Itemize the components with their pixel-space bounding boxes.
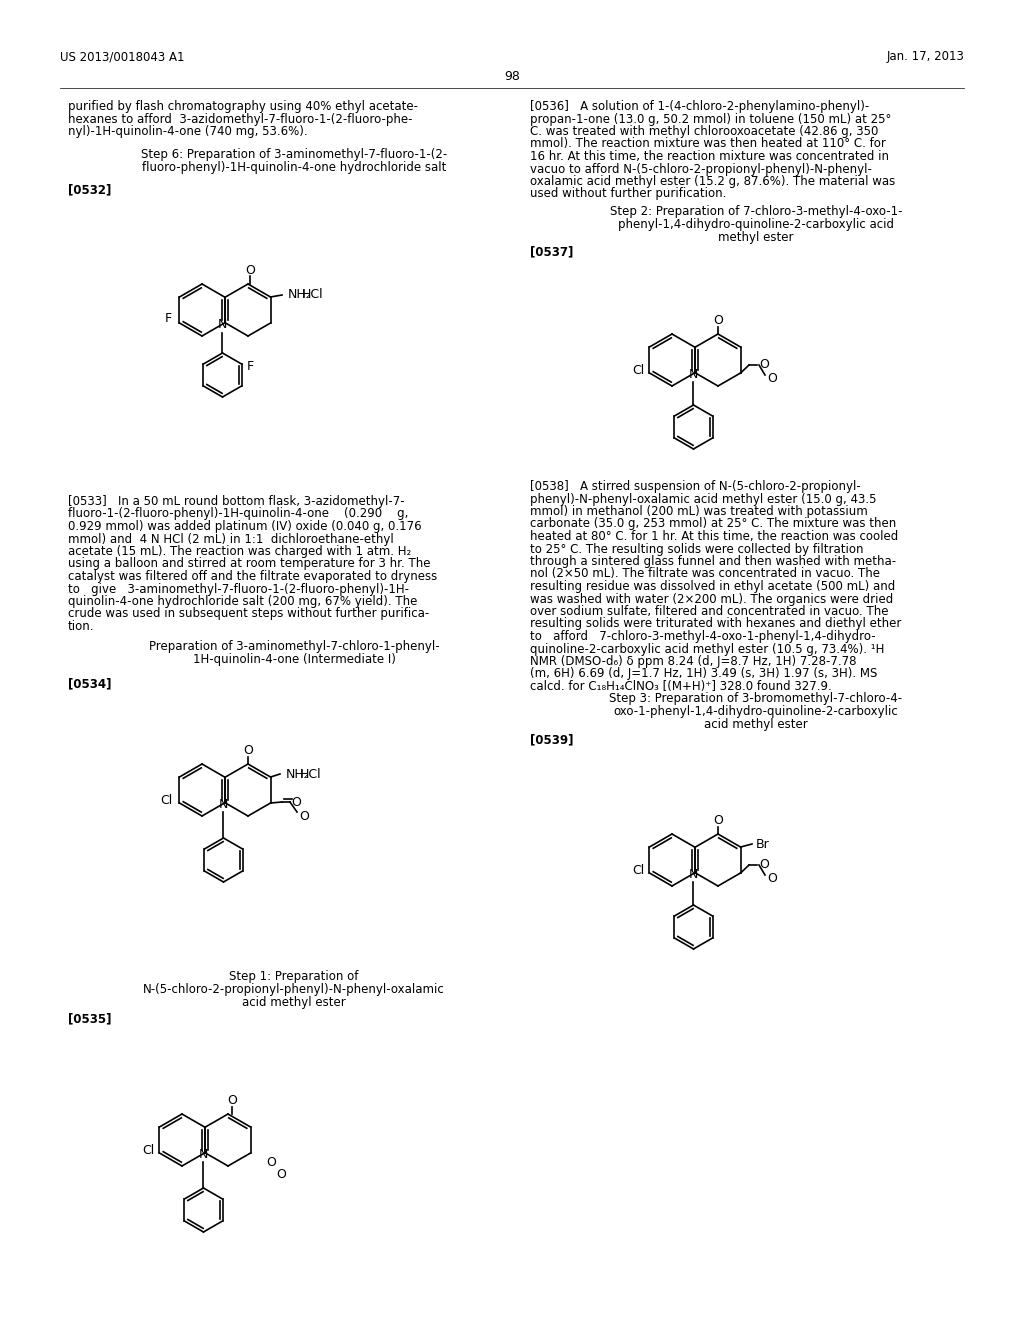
Text: N: N [218,318,227,331]
Text: over sodium sulfate, filtered and concentrated in vacuo. The: over sodium sulfate, filtered and concen… [530,605,889,618]
Text: resulting solids were triturated with hexanes and diethyl ether: resulting solids were triturated with he… [530,618,901,631]
Text: NH₂: NH₂ [286,767,309,780]
Text: HCl: HCl [300,767,322,780]
Text: HCl: HCl [302,289,324,301]
Text: Step 2: Preparation of 7-chloro-3-methyl-4-oxo-1-: Step 2: Preparation of 7-chloro-3-methyl… [609,205,902,218]
Text: quinolin-4-one hydrochloride salt (200 mg, 67% yield). The: quinolin-4-one hydrochloride salt (200 m… [68,595,418,609]
Text: NH₂: NH₂ [288,289,311,301]
Text: phenyl-1,4-dihydro-quinoline-2-carboxylic acid: phenyl-1,4-dihydro-quinoline-2-carboxyli… [618,218,894,231]
Text: quinoline-2-carboxylic acid methyl ester (10.5 g, 73.4%). ¹H: quinoline-2-carboxylic acid methyl ester… [530,643,885,656]
Text: NMR (DMSO-d₆) δ ppm 8.24 (d, J=8.7 Hz, 1H) 7.28-7.78: NMR (DMSO-d₆) δ ppm 8.24 (d, J=8.7 Hz, 1… [530,655,856,668]
Text: hexanes to afford  3-azidomethyl-7-fluoro-1-(2-fluoro-phe-: hexanes to afford 3-azidomethyl-7-fluoro… [68,112,413,125]
Text: mmol) and  4 N HCl (2 mL) in 1:1  dichloroethane-ethyl: mmol) and 4 N HCl (2 mL) in 1:1 dichloro… [68,532,394,545]
Text: [0539]: [0539] [530,733,573,746]
Text: Step 3: Preparation of 3-bromomethyl-7-chloro-4-: Step 3: Preparation of 3-bromomethyl-7-c… [609,692,902,705]
Text: [0532]: [0532] [68,183,112,195]
Text: acid methyl ester: acid methyl ester [242,997,346,1008]
Text: mmol). The reaction mixture was then heated at 110° C. for: mmol). The reaction mixture was then hea… [530,137,886,150]
Text: O: O [276,1167,286,1180]
Text: carbonate (35.0 g, 253 mmol) at 25° C. The mixture was then: carbonate (35.0 g, 253 mmol) at 25° C. T… [530,517,896,531]
Text: Cl: Cl [160,793,172,807]
Text: to   afford   7-chloro-3-methyl-4-oxo-1-phenyl-1,4-dihydro-: to afford 7-chloro-3-methyl-4-oxo-1-phen… [530,630,876,643]
Text: Step 6: Preparation of 3-aminomethyl-7-fluoro-1-(2-: Step 6: Preparation of 3-aminomethyl-7-f… [141,148,447,161]
Text: oxalamic acid methyl ester (15.2 g, 87.6%). The material was: oxalamic acid methyl ester (15.2 g, 87.6… [530,176,895,187]
Text: O: O [299,810,309,824]
Text: O: O [767,873,777,886]
Text: acid methyl ester: acid methyl ester [705,718,808,731]
Text: methyl ester: methyl ester [718,231,794,244]
Text: using a balloon and stirred at room temperature for 3 hr. The: using a balloon and stirred at room temp… [68,557,430,570]
Text: Cl: Cl [632,863,644,876]
Text: [0537]: [0537] [530,246,573,257]
Text: fluoro-1-(2-fluoro-phenyl)-1H-quinolin-4-one    (0.290    g,: fluoro-1-(2-fluoro-phenyl)-1H-quinolin-4… [68,507,409,520]
Text: propan-1-one (13.0 g, 50.2 mmol) in toluene (150 mL) at 25°: propan-1-one (13.0 g, 50.2 mmol) in tolu… [530,112,891,125]
Text: O: O [767,372,777,385]
Text: 0.929 mmol) was added platinum (IV) oxide (0.040 g, 0.176: 0.929 mmol) was added platinum (IV) oxid… [68,520,422,533]
Text: catalyst was filtered off and the filtrate evaporated to dryness: catalyst was filtered off and the filtra… [68,570,437,583]
Text: nol (2×50 mL). The filtrate was concentrated in vacuo. The: nol (2×50 mL). The filtrate was concentr… [530,568,880,581]
Text: [0533]   In a 50 mL round bottom flask, 3-azidomethyl-7-: [0533] In a 50 mL round bottom flask, 3-… [68,495,404,508]
Text: through a sintered glass funnel and then washed with metha-: through a sintered glass funnel and then… [530,554,896,568]
Text: 16 hr. At this time, the reaction mixture was concentrated in: 16 hr. At this time, the reaction mixtur… [530,150,889,162]
Text: O: O [245,264,255,276]
Text: acetate (15 mL). The reaction was charged with 1 atm. H₂: acetate (15 mL). The reaction was charge… [68,545,412,558]
Text: O: O [759,359,769,371]
Text: F: F [165,312,172,325]
Text: to 25° C. The resulting solids were collected by filtration: to 25° C. The resulting solids were coll… [530,543,863,556]
Text: Cl: Cl [142,1143,155,1156]
Text: Br: Br [756,837,770,850]
Text: to   give   3-aminomethyl-7-fluoro-1-(2-fluoro-phenyl)-1H-: to give 3-aminomethyl-7-fluoro-1-(2-fluo… [68,582,409,595]
Text: oxo-1-phenyl-1,4-dihydro-quinoline-2-carboxylic: oxo-1-phenyl-1,4-dihydro-quinoline-2-car… [613,705,898,718]
Text: nyl)-1H-quinolin-4-one (740 mg, 53.6%).: nyl)-1H-quinolin-4-one (740 mg, 53.6%). [68,125,307,139]
Text: Step 1: Preparation of: Step 1: Preparation of [229,970,358,983]
Text: Cl: Cl [632,363,644,376]
Text: fluoro-phenyl)-1H-quinolin-4-one hydrochloride salt: fluoro-phenyl)-1H-quinolin-4-one hydroch… [141,161,446,174]
Text: 98: 98 [504,70,520,83]
Text: phenyl)-N-phenyl-oxalamic acid methyl ester (15.0 g, 43.5: phenyl)-N-phenyl-oxalamic acid methyl es… [530,492,877,506]
Text: N: N [219,799,228,812]
Text: [0538]   A stirred suspension of N-(5-chloro-2-propionyl-: [0538] A stirred suspension of N-(5-chlo… [530,480,861,492]
Text: resulting residue was dissolved in ethyl acetate (500 mL) and: resulting residue was dissolved in ethyl… [530,579,895,593]
Text: Jan. 17, 2013: Jan. 17, 2013 [886,50,964,63]
Text: crude was used in subsequent steps without further purifica-: crude was used in subsequent steps witho… [68,607,429,620]
Text: F: F [247,360,254,374]
Text: tion.: tion. [68,620,94,634]
Text: N: N [689,869,698,882]
Text: US 2013/0018043 A1: US 2013/0018043 A1 [60,50,184,63]
Text: vacuo to afford N-(5-chloro-2-propionyl-phenyl)-N-phenyl-: vacuo to afford N-(5-chloro-2-propionyl-… [530,162,871,176]
Text: [0534]: [0534] [68,677,112,690]
Text: O: O [243,744,253,758]
Text: 1H-quinolin-4-one (Intermediate I): 1H-quinolin-4-one (Intermediate I) [193,653,395,667]
Text: O: O [266,1155,275,1168]
Text: heated at 80° C. for 1 hr. At this time, the reaction was cooled: heated at 80° C. for 1 hr. At this time,… [530,531,898,543]
Text: [0536]   A solution of 1-(4-chloro-2-phenylamino-phenyl)-: [0536] A solution of 1-(4-chloro-2-pheny… [530,100,869,114]
Text: [0535]: [0535] [68,1012,112,1026]
Text: O: O [713,314,723,327]
Text: O: O [291,796,301,808]
Text: O: O [759,858,769,871]
Text: C. was treated with methyl chlorooxoacetate (42.86 g, 350: C. was treated with methyl chlorooxoacet… [530,125,879,139]
Text: Preparation of 3-aminomethyl-7-chloro-1-phenyl-: Preparation of 3-aminomethyl-7-chloro-1-… [148,640,439,653]
Text: purified by flash chromatography using 40% ethyl acetate-: purified by flash chromatography using 4… [68,100,418,114]
Text: N: N [689,368,698,381]
Text: mmol) in methanol (200 mL) was treated with potassium: mmol) in methanol (200 mL) was treated w… [530,506,867,517]
Text: used without further purification.: used without further purification. [530,187,726,201]
Text: N: N [199,1148,208,1162]
Text: O: O [227,1094,237,1107]
Text: O: O [713,814,723,828]
Text: N-(5-chloro-2-propionyl-phenyl)-N-phenyl-oxalamic: N-(5-chloro-2-propionyl-phenyl)-N-phenyl… [143,983,444,997]
Text: calcd. for C₁₈H₁₄ClNO₃ [(M+H)⁺] 328.0 found 327.9.: calcd. for C₁₈H₁₄ClNO₃ [(M+H)⁺] 328.0 fo… [530,680,831,693]
Text: (m, 6H) 6.69 (d, J=1.7 Hz, 1H) 3.49 (s, 3H) 1.97 (s, 3H). MS: (m, 6H) 6.69 (d, J=1.7 Hz, 1H) 3.49 (s, … [530,668,878,681]
Text: was washed with water (2×200 mL). The organics were dried: was washed with water (2×200 mL). The or… [530,593,893,606]
